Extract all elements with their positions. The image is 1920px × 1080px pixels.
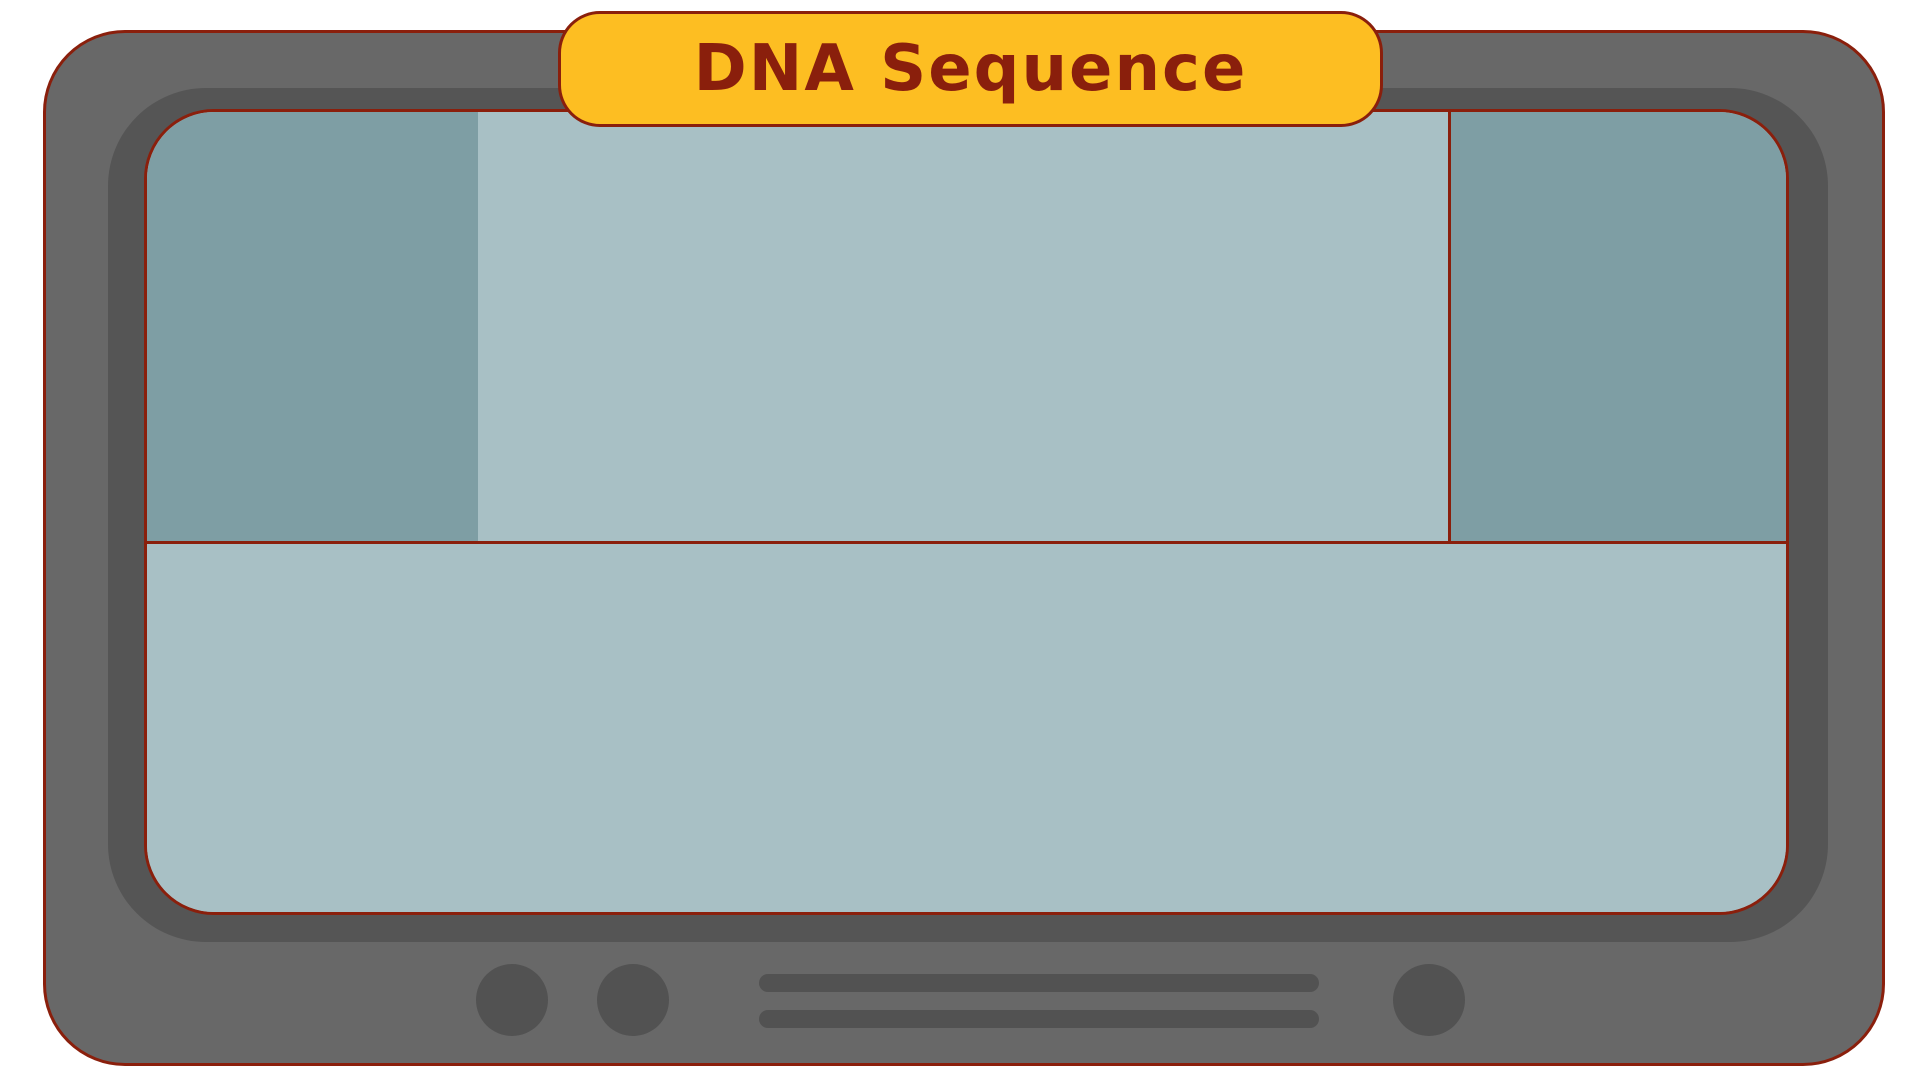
knob-icon [597, 964, 669, 1036]
left-panel [147, 112, 481, 544]
bottom-panel [147, 544, 1786, 912]
knob-icon [1393, 964, 1465, 1036]
speaker-grille-icon [759, 1010, 1319, 1028]
game-title: DNA Sequence [693, 32, 1248, 106]
center-panel [478, 112, 1451, 544]
knob-icon [476, 964, 548, 1036]
speaker-grille-icon [759, 974, 1319, 992]
title-banner: DNA Sequence [558, 11, 1383, 127]
right-panel [1448, 112, 1786, 544]
game-screen [144, 109, 1789, 915]
